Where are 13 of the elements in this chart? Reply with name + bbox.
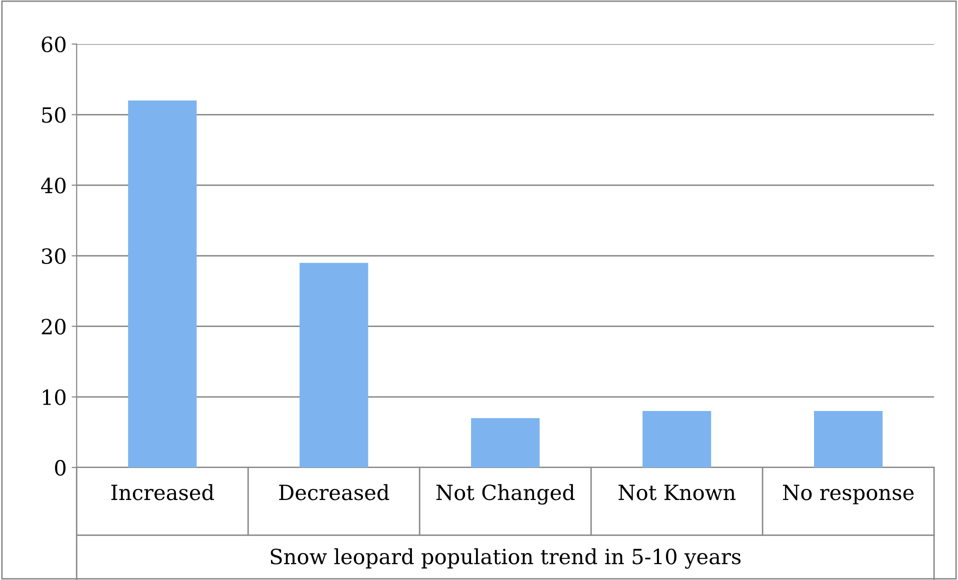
x-axis-title: Snow leopard population trend in 5-10 years [270,548,741,569]
y-tick-label: 0 [55,460,66,476]
y-tick-label: 30 [42,248,66,264]
y-tick-label: 50 [42,107,66,123]
x-tick-label: Increased [111,484,214,500]
y-tick-label: 10 [42,389,66,406]
y-tick-label: 40 [41,178,66,194]
x-tick-label: Not Known [618,484,736,500]
y-tick-label: 20 [42,318,66,335]
x-tick-label: No response [782,484,914,504]
x-tick-label: Decreased [279,484,390,500]
y-tick-label: 60 [42,36,66,52]
x-tick-label: Not Changed [436,484,575,505]
